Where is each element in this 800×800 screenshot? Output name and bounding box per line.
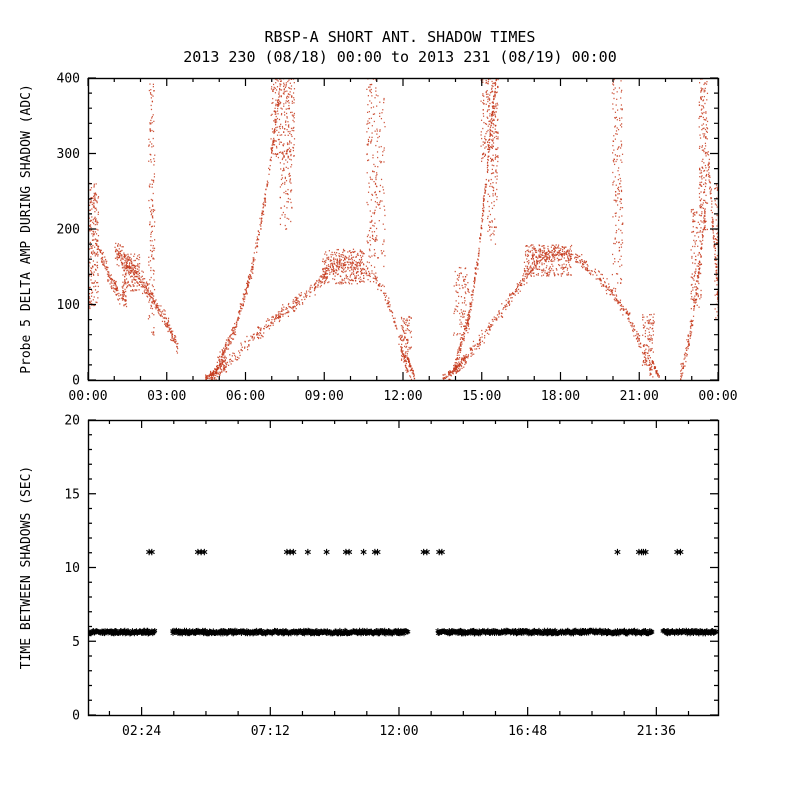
- chart-title: RBSP-A SHORT ANT. SHADOW TIMES: [264, 28, 536, 46]
- chart-subtitle: 2013 230 (08/18) 00:00 to 2013 231 (08/1…: [183, 48, 617, 66]
